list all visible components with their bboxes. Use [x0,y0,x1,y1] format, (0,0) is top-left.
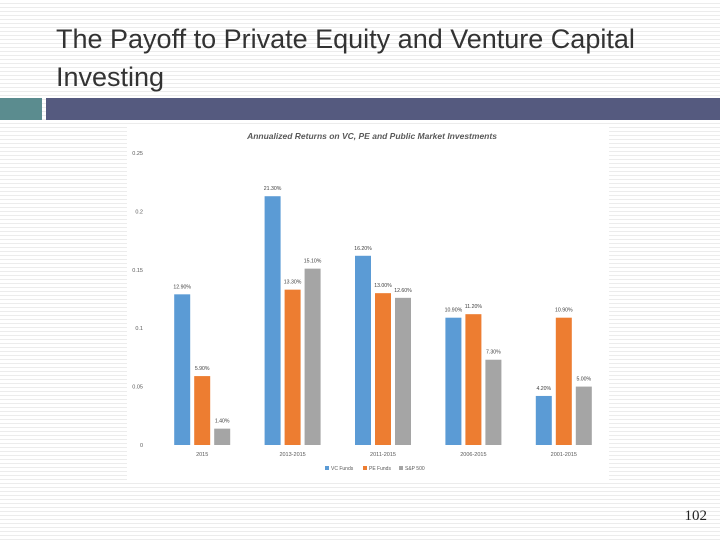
bar [264,196,281,445]
bar [214,428,231,445]
data-label: 13.00% [374,283,392,289]
bar-chart: Annualized Returns on VC, PE and Public … [132,131,592,472]
page-number: 102 [684,508,708,524]
x-tick-label: 2006-2015 [460,452,486,458]
data-label: 4.20% [536,386,551,392]
legend-swatch [325,466,329,470]
data-label: 15.10% [304,259,322,265]
bar [375,293,391,445]
data-label: 5.00% [576,377,591,383]
slide-title: The Payoff to Private Equity and Venture… [56,24,635,92]
y-tick-label: 0.25 [132,151,143,157]
bar [555,317,572,445]
legend-label: PE Funds [369,466,391,472]
y-tick-label: 0.2 [135,209,143,215]
y-tick-label: 0 [140,443,143,449]
x-tick-label: 2013-2015 [279,452,305,458]
bar [535,395,552,445]
bar [575,386,592,445]
bar [485,359,502,445]
data-label: 21.30% [264,186,282,192]
x-tick-label: 2011-2015 [370,452,396,458]
data-label: 1.40% [215,419,230,425]
data-label: 13.30% [284,280,302,286]
chart-panel: Annualized Returns on VC, PE and Public … [127,124,609,480]
x-tick-label: 2015 [196,452,208,458]
data-label: 10.90% [445,308,463,314]
legend-swatch [363,466,367,470]
y-tick-label: 0.1 [135,326,143,332]
bar [465,314,482,445]
header-band [46,98,720,120]
legend-label: VC Funds [331,466,354,472]
bar [445,317,462,445]
legend-label: S&P 500 [405,466,425,472]
header-accent-bar [0,98,42,120]
bar [395,297,411,445]
x-tick-label: 2001-2015 [551,452,577,458]
data-label: 12.60% [394,288,412,294]
data-label: 16.20% [354,246,372,252]
bar [284,289,301,445]
bar [194,376,211,445]
data-label: 10.90% [555,308,573,314]
data-label: 12.90% [173,284,191,290]
data-label: 11.20% [465,304,483,310]
bar [355,255,371,445]
chart-title: Annualized Returns on VC, PE and Public … [246,131,497,141]
y-tick-label: 0.05 [132,385,143,391]
y-tick-label: 0.15 [132,268,143,274]
data-label: 5.90% [195,366,210,372]
bar [174,294,191,445]
legend-swatch [399,466,403,470]
data-label: 7.30% [486,350,501,356]
bar [304,268,321,445]
